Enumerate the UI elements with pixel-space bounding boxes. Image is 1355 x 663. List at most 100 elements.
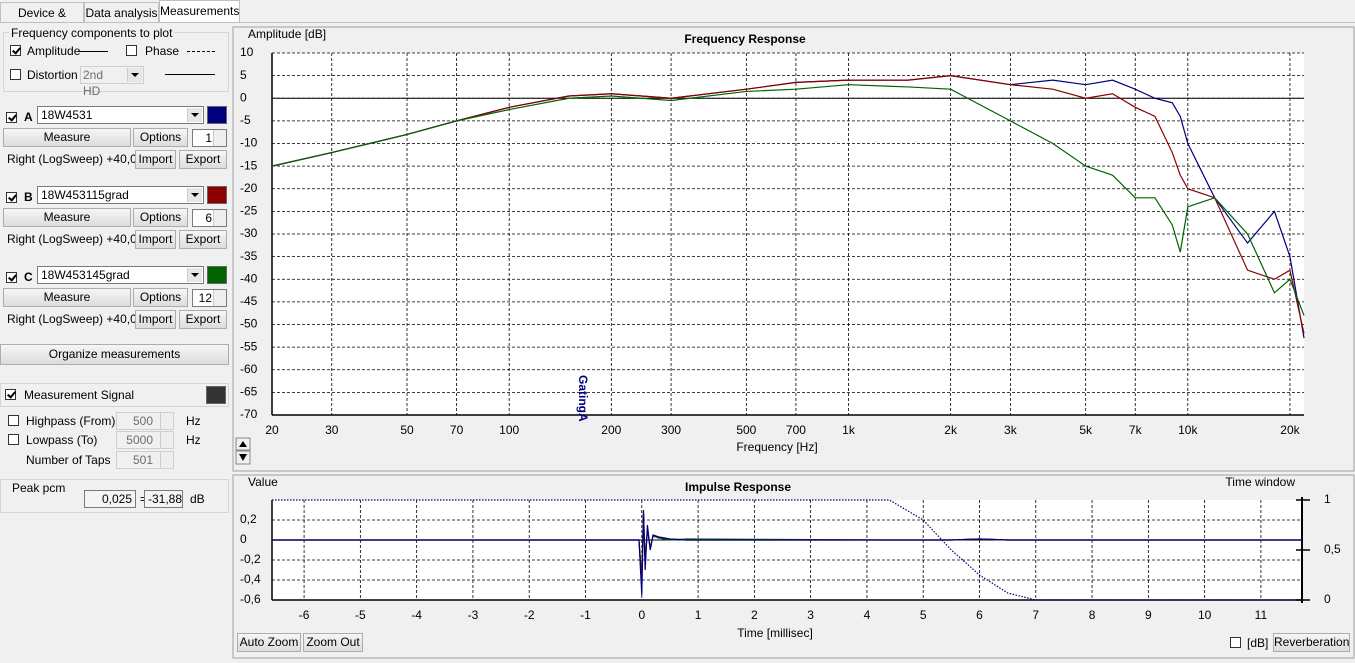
x-tick-label: 300 [661,423,681,437]
options-button[interactable]: Options [133,288,188,307]
y-tick-label: -40 [240,271,258,285]
y-tick-label: -25 [240,204,258,218]
measurement-letter: C [24,270,33,284]
scroll-buttons[interactable] [235,437,251,465]
input-value: 500 [132,414,153,428]
checkbox[interactable] [5,389,16,400]
series-line [271,75,1305,334]
number-input[interactable]: 5000 [116,431,174,449]
label: [dB] [1247,636,1269,650]
y-axis-title: Value [248,475,278,489]
measure-button[interactable]: Measure [3,288,131,307]
organize-button[interactable]: Organize measurements [0,344,229,365]
combobox-value: 2nd HD [83,68,104,98]
import-button[interactable]: Import [135,310,176,329]
auto-zoom-button[interactable]: Auto Zoom [237,633,301,652]
measure-button[interactable]: Measure [3,128,131,147]
series-line [271,84,1305,316]
export-button[interactable]: Export [179,150,227,169]
export-button[interactable]: Export [179,230,227,249]
y-tick-label: -65 [240,385,258,399]
measurement-combobox[interactable]: 18W4531 [37,106,204,124]
readout: -31,88 [144,490,183,508]
readout: 0,025 [84,490,136,508]
tab[interactable]: Device & Signal [0,2,84,40]
y-tick-label: -0,2 [240,552,261,566]
zoom-out-button[interactable]: Zoom Out [303,633,363,652]
checkbox[interactable] [126,45,137,56]
export-button[interactable]: Export [179,310,227,329]
x-tick-label: 10k [1178,423,1198,437]
x-tick-label: 100 [499,423,519,437]
checkbox[interactable] [8,415,19,426]
x-tick-label: 20 [265,423,279,437]
label: Peak pcm [12,481,66,495]
x-tick-label: 5k [1079,423,1093,437]
y-tick-label: -55 [240,339,258,353]
line-sample [78,51,108,52]
y-tick-label: -0,4 [240,572,261,586]
spin-value: 6 [205,211,212,225]
x-tick-label: 11 [1255,608,1268,622]
color-swatch[interactable] [207,186,227,204]
y2-axis-title: Time window [1225,475,1295,489]
x-tick-label: 1 [695,608,702,622]
combobox-value: 18W453115grad [41,188,129,202]
x-tick-label: 70 [450,423,464,437]
color-swatch[interactable] [206,386,226,404]
y-tick-label: -70 [240,407,258,421]
y-tick-label: -5 [240,113,251,127]
checkbox[interactable] [1230,637,1241,648]
import-button[interactable]: Import [135,230,176,249]
combobox-value: 18W453145grad [41,268,130,282]
number-input[interactable]: 501 [116,451,174,469]
tab-active[interactable]: Measurements [159,0,240,23]
x-tick-label: -1 [580,608,591,622]
checkbox[interactable] [8,434,19,445]
x-tick-label: -2 [524,608,535,622]
checkbox[interactable] [10,69,21,80]
spin-value: 1 [205,131,212,145]
checkbox[interactable] [6,112,17,123]
x-tick-label: 4 [864,608,871,622]
combobox[interactable]: 2nd HD [80,66,144,98]
x-tick-label: 8 [1089,608,1096,622]
label: Amplitude [27,44,81,58]
import-button[interactable]: Import [135,150,176,169]
measure-button[interactable]: Measure [3,208,131,227]
x-tick-label: 9 [1145,608,1152,622]
measurement-info: Right (LogSweep) +40,0dB [7,152,152,166]
measurement-combobox[interactable]: 18W453115grad [37,186,204,204]
tab[interactable]: Data analysis [84,2,159,22]
plot-area [272,500,1302,600]
color-swatch[interactable] [207,106,227,124]
checkbox[interactable] [6,192,17,203]
x-tick-label: 7k [1129,423,1143,437]
measurement-info: Right (LogSweep) +40,0dB [7,232,152,246]
label: = [140,492,147,506]
measurement-combobox[interactable]: 18W453145grad [37,266,204,284]
spin-input[interactable]: 6 [192,209,227,227]
options-button[interactable]: Options [133,208,188,227]
group-title: Frequency components to plot [9,26,175,40]
y-tick-label: 10 [240,45,254,59]
annotation: GatingA [576,375,590,422]
spin-input[interactable]: 12 [192,289,227,307]
checkbox[interactable] [6,272,17,283]
x-tick-label: -4 [411,608,422,622]
y-tick-label: -10 [240,136,258,150]
y-tick-label: 0 [240,90,247,104]
checkbox[interactable] [10,45,21,56]
reverberation-button[interactable]: Reverberation [1273,633,1350,652]
window-line [272,499,1302,601]
color-swatch[interactable] [207,266,227,284]
options-button[interactable]: Options [133,128,188,147]
spin-input[interactable]: 1 [192,129,227,147]
y-tick-label: 0,2 [240,512,257,526]
measurement-letter: B [24,190,33,204]
number-input[interactable]: 500 [116,412,174,430]
label: Distortion [27,68,78,82]
line-sample [187,51,215,52]
x-tick-label: 700 [786,423,806,437]
x-tick-label: -5 [355,608,366,622]
